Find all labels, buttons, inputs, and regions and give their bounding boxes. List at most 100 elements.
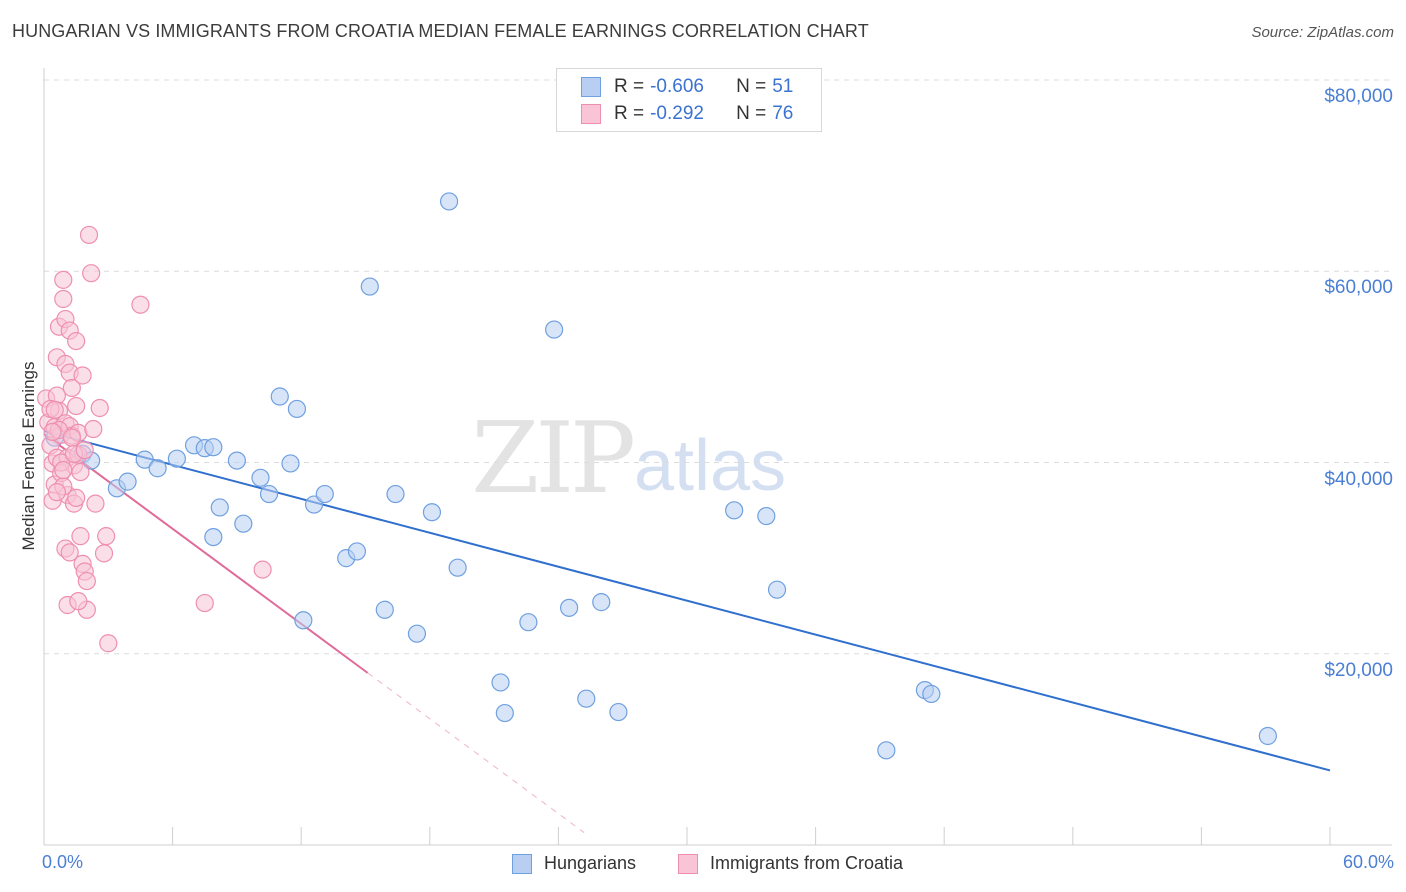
data-point-hungarians [545, 320, 564, 339]
data-point-hungarians [1258, 726, 1277, 746]
data-point-hungarians [495, 703, 514, 723]
legend-r-label: R = [614, 76, 645, 97]
data-point-croatia [45, 400, 64, 420]
legend-n-value: 76 [772, 103, 794, 124]
data-point-hungarians [227, 451, 246, 470]
data-point-croatia [47, 483, 66, 502]
data-point-croatia [54, 270, 73, 289]
data-point-hungarians [294, 611, 313, 630]
data-point-hungarians [281, 454, 300, 473]
data-point-hungarians [270, 387, 289, 406]
data-point-hungarians [767, 580, 787, 599]
data-point-croatia [71, 527, 90, 546]
trend-line-1 [43, 433, 369, 674]
series-label-croatia: Immigrants from Croatia [710, 853, 904, 873]
data-point-croatia [253, 560, 272, 579]
data-point-hungarians [519, 613, 538, 632]
y-tick-label: $40,000 [1324, 468, 1393, 490]
watermark: ZIP atlas [471, 402, 786, 516]
data-point-croatia [60, 543, 79, 562]
data-point-croatia [71, 462, 90, 482]
data-point-hungarians [757, 506, 776, 526]
data-point-croatia [86, 494, 105, 513]
data-point-croatia [90, 398, 109, 418]
legend-row-croatia: R = -0.292 N = 76 [581, 102, 793, 126]
stats-legend: R = -0.606 N = 51 R = -0.292 N = 76 [556, 68, 822, 132]
data-point-hungarians [210, 498, 229, 517]
x-tick-label: 60.0% [1342, 852, 1394, 872]
trend-extension-1 [367, 672, 585, 833]
legend-r-value: -0.292 [650, 103, 704, 124]
series-legend-croatia: Immigrants from Croatia [678, 853, 903, 874]
series-swatch-hungarians [512, 853, 532, 874]
series-swatch-croatia [678, 853, 698, 874]
legend-n-label: N = [736, 76, 767, 97]
data-point-croatia [62, 428, 81, 447]
data-point-hungarians [560, 598, 579, 617]
legend-r-value: -0.606 [650, 76, 704, 97]
data-point-croatia [94, 544, 114, 563]
data-point-hungarians [251, 468, 270, 487]
data-point-croatia [73, 366, 92, 385]
data-point-croatia [82, 264, 101, 283]
series-legend-hungarians: Hungarians [512, 853, 636, 874]
data-point-croatia [131, 295, 150, 314]
trend-line-0 [43, 429, 1331, 772]
data-point-hungarians [422, 503, 442, 522]
data-point-croatia [62, 378, 81, 398]
data-point-croatia [99, 634, 118, 653]
watermark-atlas: atlas [634, 426, 786, 506]
data-point-hungarians [725, 501, 744, 520]
data-point-hungarians [375, 600, 394, 619]
data-point-croatia [67, 396, 86, 416]
data-point-croatia [195, 593, 214, 613]
legend-swatch-hungarians [581, 77, 601, 97]
y-tick-label: $20,000 [1324, 659, 1393, 681]
data-point-hungarians [167, 449, 186, 468]
y-tick-label: $60,000 [1324, 277, 1393, 299]
data-point-croatia [54, 461, 73, 480]
data-point-croatia [67, 331, 86, 351]
legend-row-hungarians: R = -0.606 N = 51 [581, 75, 793, 99]
y-tick-label: $80,000 [1324, 86, 1393, 107]
data-point-hungarians [135, 450, 154, 469]
grid [44, 79, 1392, 655]
data-point-croatia [97, 527, 116, 546]
data-point-hungarians [204, 527, 223, 547]
data-point-hungarians [360, 277, 379, 296]
data-point-hungarians [347, 542, 367, 561]
series-label-hungarians: Hungarians [544, 853, 637, 873]
watermark-zip: ZIP [471, 402, 633, 516]
data-point-hungarians [407, 624, 427, 643]
data-point-hungarians [609, 702, 628, 722]
legend-n-value: 51 [772, 76, 794, 97]
data-points [37, 192, 1277, 760]
data-point-hungarians [577, 689, 596, 708]
axes [43, 68, 1392, 846]
data-point-hungarians [439, 192, 459, 211]
data-point-hungarians [315, 484, 334, 504]
data-point-hungarians [448, 558, 467, 577]
legend-r-label: R = [614, 103, 645, 124]
data-point-hungarians [386, 484, 405, 504]
data-point-croatia [54, 289, 73, 309]
data-point-hungarians [204, 438, 223, 457]
data-point-hungarians [148, 459, 167, 478]
x-tick-label: 0.0% [42, 852, 84, 872]
data-point-hungarians [259, 484, 279, 504]
data-point-hungarians [491, 673, 510, 692]
data-point-croatia [77, 571, 96, 591]
legend-swatch-croatia [581, 104, 601, 124]
data-point-croatia [84, 419, 103, 439]
data-point-croatia [69, 592, 88, 611]
trend-lines [43, 429, 1331, 833]
data-point-hungarians [592, 593, 611, 612]
chart-title: HUNGARIAN VS IMMIGRANTS FROM CROATIA MED… [12, 21, 869, 41]
data-point-croatia [67, 488, 86, 507]
data-point-croatia [75, 440, 94, 460]
data-point-hungarians [234, 514, 253, 533]
legend-n-label: N = [736, 103, 767, 124]
data-point-hungarians [922, 684, 941, 704]
data-point-croatia [43, 422, 62, 441]
